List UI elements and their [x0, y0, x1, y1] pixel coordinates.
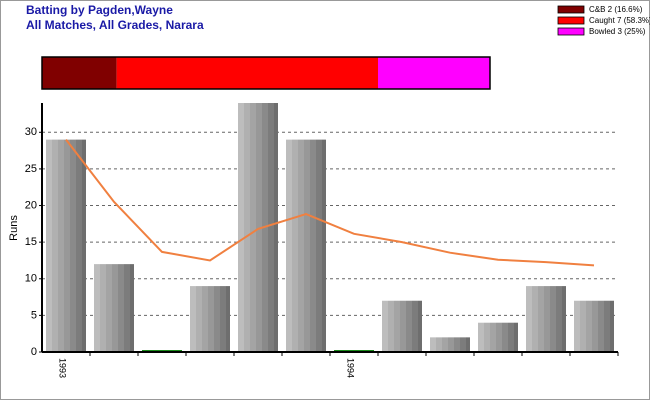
bar	[478, 322, 518, 352]
y-tick-label: 30	[25, 126, 37, 138]
x-tick-label: 1993	[58, 358, 68, 378]
dismissal-segment	[42, 57, 117, 89]
bar	[286, 139, 326, 352]
y-tick-label: 10	[25, 273, 37, 285]
bar	[574, 300, 614, 352]
y-tick-label: 0	[31, 346, 37, 358]
x-tick-label: 1994	[346, 358, 356, 378]
chart-title: Batting by Pagden,Wayne	[26, 3, 173, 17]
bar	[46, 139, 86, 352]
y-tick-label: 25	[25, 163, 37, 175]
y-axis-label: Runs	[8, 215, 20, 241]
y-tick-label: 5	[31, 309, 37, 321]
legend-swatch	[557, 5, 585, 14]
legend-label: Bowled 3 (25%)	[589, 27, 646, 36]
strip-border	[41, 56, 491, 90]
y-tick-label: 20	[25, 199, 37, 211]
bar	[382, 300, 422, 352]
legend-label: Caught 7 (58.3%)	[589, 16, 650, 25]
bar	[526, 286, 566, 352]
bar	[430, 337, 470, 352]
y-tick-label: 15	[25, 236, 37, 248]
average-line	[65, 139, 595, 267]
dismissal-segment	[378, 57, 490, 89]
chart-subtitle: All Matches, All Grades, Narara	[26, 18, 204, 32]
bar	[94, 264, 134, 352]
legend-swatch	[557, 16, 585, 25]
bar	[238, 103, 278, 352]
legend-swatch	[557, 27, 585, 36]
dismissal-segment	[116, 57, 379, 89]
bar	[190, 286, 230, 352]
legend-label: C&B 2 (16.6%)	[589, 5, 643, 14]
